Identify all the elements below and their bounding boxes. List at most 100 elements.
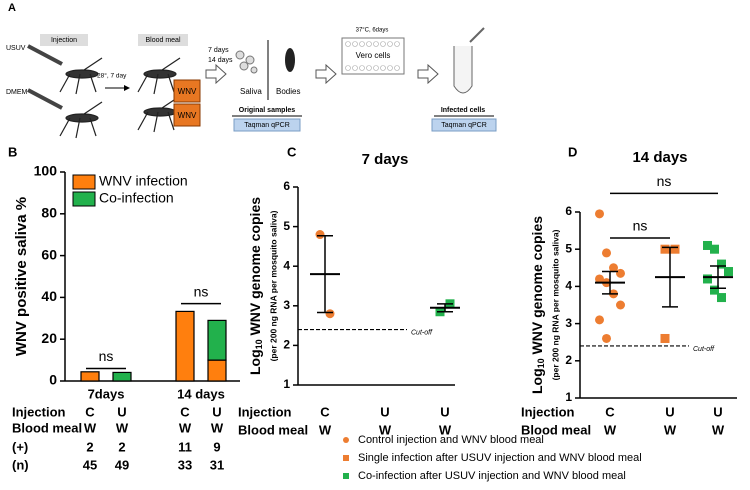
row-value: C [85, 404, 95, 419]
row-value: U [440, 404, 449, 419]
row-label: (n) [12, 457, 29, 472]
y-axis-sublabel: (per 200 ng RNA per mosquito saliva) [550, 229, 560, 380]
label: Saliva [240, 87, 262, 96]
row-value: W [211, 420, 224, 435]
y-tick-label: 60 [41, 246, 57, 262]
legend-label: WNV infection [99, 173, 188, 189]
point [315, 230, 325, 240]
significance-label: ns [633, 218, 648, 234]
label: Original samples [239, 107, 296, 114]
legend-marker [343, 437, 349, 443]
row-value: 9 [213, 439, 220, 454]
legend-swatch [72, 191, 96, 207]
point [710, 244, 719, 254]
cutoff-label: Cut-off [411, 329, 433, 336]
label: Blood meal [145, 37, 180, 44]
panel-letter: A [8, 2, 16, 14]
point [602, 248, 611, 258]
label: 28°, 7 day [97, 72, 127, 80]
legend-marker [343, 473, 349, 479]
point [595, 274, 604, 284]
legend-marker [343, 455, 349, 461]
y-tick-label: 2 [283, 338, 290, 352]
y-axis-label-part: Log [247, 349, 263, 375]
y-axis-label-part: 10 [254, 339, 264, 349]
bar [207, 319, 227, 361]
body [285, 48, 295, 72]
legend-label: Co-infection [99, 190, 174, 206]
y-tick-label: 6 [565, 204, 572, 218]
point [717, 293, 726, 303]
y-tick-label: 4 [283, 258, 290, 272]
label: WNV [178, 87, 197, 96]
y-axis-label-part: WNV genome copies [247, 197, 263, 340]
point [616, 300, 625, 310]
label: Bodies [276, 87, 300, 96]
row-value: C [605, 404, 615, 419]
row-value: U [212, 404, 221, 419]
row-value: W [439, 422, 452, 437]
label-box [138, 34, 188, 46]
chart-title: 7 days [362, 151, 409, 168]
row-value: U [665, 404, 674, 419]
point [710, 285, 719, 295]
y-tick-label: 5 [565, 241, 572, 255]
y-axis-label: WNV positive saliva % [13, 197, 30, 356]
tube [453, 46, 473, 94]
legend-label: Single infection after USUV injection an… [358, 452, 642, 464]
x-tick-label: 14 days [177, 386, 225, 401]
significance-label: ns [657, 173, 672, 189]
arrow [315, 63, 337, 85]
feeder [173, 79, 201, 103]
row-label: Blood meal [12, 420, 82, 435]
point [595, 209, 604, 219]
row-value: 2 [118, 439, 125, 454]
row-label: Blood meal [238, 422, 308, 437]
label: USUV [6, 45, 26, 52]
row-value: 2 [86, 439, 93, 454]
row-value: W [379, 422, 392, 437]
row-value: W [712, 422, 725, 437]
y-tick-label: 20 [41, 330, 57, 346]
point [703, 240, 712, 250]
label: Infected cells [441, 107, 485, 114]
label-box [431, 118, 497, 132]
label: DMEM [6, 89, 28, 96]
label-box [233, 118, 301, 132]
row-label: Injection [12, 404, 66, 419]
error-bar [662, 246, 678, 308]
y-tick-label: 100 [34, 163, 58, 179]
cutoff-label: Cut-off [693, 346, 715, 353]
syringe [27, 44, 63, 66]
row-value: W [84, 420, 97, 435]
label: Taqman qPCR [441, 122, 487, 129]
y-axis-label: Log10 WNV genome copies [247, 197, 265, 375]
row-value: 33 [178, 457, 192, 472]
row-value: 45 [83, 457, 97, 472]
label: Vero cells [356, 51, 391, 60]
y-tick-label: 2 [565, 353, 572, 367]
y-tick-label: 80 [41, 205, 57, 221]
row-value: 49 [115, 457, 129, 472]
row-label: Injection [238, 404, 292, 419]
bar [112, 371, 132, 382]
point [595, 315, 604, 325]
point [703, 274, 712, 284]
legend-label: Control injection and WNV blood meal [358, 434, 544, 446]
y-axis-label-part: 10 [536, 358, 546, 368]
y-axis-label-part: Log [529, 368, 545, 394]
row-value: W [116, 420, 129, 435]
row-value: U [117, 404, 126, 419]
panel-letter: C [287, 144, 297, 159]
y-tick-label: 1 [565, 390, 572, 404]
y-tick-label: 5 [283, 219, 290, 233]
point [325, 309, 335, 319]
y-tick-label: 3 [565, 316, 572, 330]
error-bar [317, 234, 333, 314]
error-bar [437, 303, 453, 313]
row-value: W [604, 422, 617, 437]
y-tick-label: 6 [283, 179, 290, 193]
label: 14 days [208, 57, 233, 64]
label: 7 days [208, 47, 229, 54]
arrow [205, 63, 227, 85]
